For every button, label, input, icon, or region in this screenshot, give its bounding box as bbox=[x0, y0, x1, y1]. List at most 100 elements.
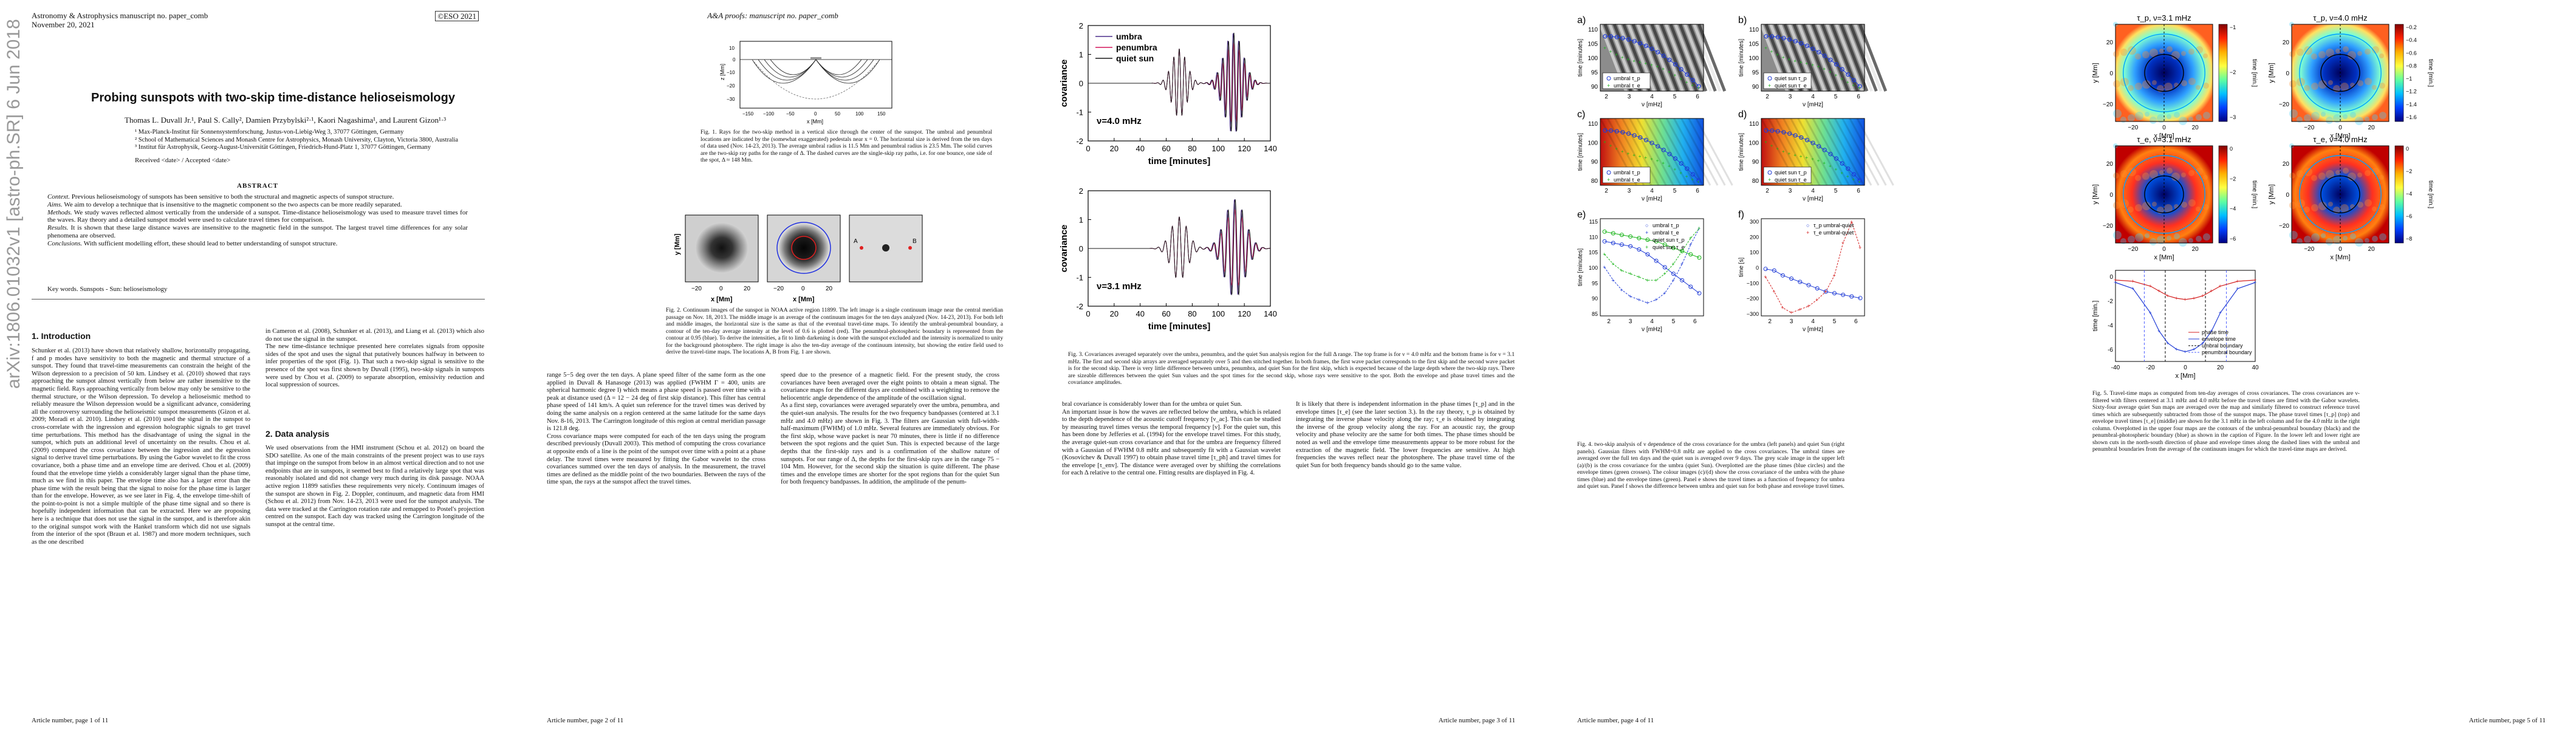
y-tick-label: 90 bbox=[1752, 84, 1759, 91]
legend-entry: umbral τ_e bbox=[1614, 177, 1640, 183]
speckle bbox=[2311, 53, 2317, 60]
speckle bbox=[2142, 173, 2150, 180]
legend-entry: quiet sun τ_p bbox=[1775, 75, 1807, 81]
phase-marker bbox=[1643, 137, 1648, 143]
phase-marker bbox=[1638, 41, 1643, 46]
data-point bbox=[1697, 291, 1702, 296]
envelope-marker: + bbox=[1858, 179, 1861, 185]
envelope-marker: + bbox=[1793, 58, 1797, 64]
x-tick-label: 20 bbox=[2368, 125, 2376, 131]
page2-column-1: range 5−5 deg over the ten days. A plane… bbox=[547, 372, 766, 486]
map-frame bbox=[2291, 24, 2389, 122]
data-point: + bbox=[1603, 264, 1606, 270]
speckle bbox=[2333, 114, 2341, 123]
page-footer: Article number, page 5 of 11 bbox=[2468, 717, 2546, 724]
speckle bbox=[2113, 80, 2120, 87]
phase-marker bbox=[1817, 50, 1821, 55]
speckle bbox=[2188, 78, 2196, 85]
y-tick-label: 100 bbox=[1750, 250, 1759, 256]
map-frame bbox=[2291, 145, 2389, 244]
fringe bbox=[1629, 118, 1667, 186]
speckle bbox=[2150, 49, 2158, 57]
map-title: τ_e, ν=3.1 mHz bbox=[2137, 135, 2191, 144]
series-line-2 bbox=[1088, 32, 1270, 132]
y-tick-label: 100 bbox=[1749, 140, 1759, 146]
envelope-marker: + bbox=[1805, 155, 1808, 160]
fig2-xtick: 20 bbox=[826, 286, 833, 292]
speckle bbox=[2318, 202, 2327, 210]
data-point: + bbox=[1798, 306, 1801, 312]
abstract-heading: ABSTRACT bbox=[237, 182, 278, 190]
fig1-xtick: −150 bbox=[742, 111, 754, 117]
y-tick-label: 0 bbox=[2109, 192, 2113, 199]
fringe bbox=[1797, 24, 1826, 92]
panel-label: e) bbox=[1577, 210, 1586, 220]
fig1-ytick: −20 bbox=[727, 83, 735, 89]
phase-marker bbox=[1656, 50, 1660, 55]
envelope-marker: + bbox=[1770, 143, 1773, 148]
data-point bbox=[1823, 289, 1828, 294]
data-point: + bbox=[1629, 271, 1632, 277]
panel-frame bbox=[1761, 24, 1865, 92]
envelope-marker: + bbox=[1800, 60, 1803, 65]
x-tick-label: 6 bbox=[1696, 188, 1699, 194]
colorbar bbox=[2218, 145, 2228, 244]
envelope-marker: + bbox=[1639, 154, 1642, 159]
fringe bbox=[1651, 118, 1689, 186]
fringe bbox=[1825, 24, 1855, 92]
fringe bbox=[1683, 24, 1712, 92]
envelope-marker: + bbox=[1782, 149, 1785, 154]
affiliation-3: ³ Institut für Astrophysik, Georg-August… bbox=[135, 144, 431, 151]
intro-column-2: in Cameron et al. (2008), Schunker et al… bbox=[265, 328, 484, 389]
legend-entry: τ_e umbral-quiet bbox=[1814, 230, 1854, 236]
data-point bbox=[1611, 231, 1615, 236]
y-tick-label: 1 bbox=[1079, 216, 1083, 225]
y-tick-label: 110 bbox=[1749, 121, 1759, 128]
page2-column-2: speed due to the presence of a magnetic … bbox=[781, 372, 999, 486]
y-tick-label: 0 bbox=[1756, 265, 1759, 271]
phase-marker bbox=[1690, 78, 1695, 83]
phase-marker bbox=[1804, 137, 1809, 143]
speckle bbox=[2350, 204, 2355, 209]
speckle bbox=[2150, 170, 2158, 179]
colorbar-tick: 0 bbox=[2230, 146, 2233, 152]
legend-marker: + bbox=[1607, 83, 1610, 89]
x-tick-label: 3 bbox=[1628, 94, 1631, 100]
envelope-marker: + bbox=[1674, 73, 1677, 78]
phase-marker bbox=[1846, 72, 1851, 77]
fringe bbox=[1783, 118, 1821, 186]
x-axis-label: x [Mm] bbox=[2154, 254, 2174, 261]
envelope-marker: + bbox=[1811, 62, 1814, 67]
legend-entry: τ_p umbral-quiet bbox=[1814, 222, 1854, 228]
fringe bbox=[1636, 118, 1674, 186]
series-line-1 bbox=[1088, 43, 1270, 122]
data-point bbox=[1637, 236, 1642, 241]
colorbar-tick: −2 bbox=[2230, 176, 2236, 182]
page-footer: Article number, page 4 of 11 bbox=[1577, 717, 1654, 724]
series-line bbox=[1604, 228, 1700, 281]
speckle bbox=[2379, 83, 2385, 89]
data-point bbox=[1619, 242, 1624, 247]
x-tick-label: 40 bbox=[2252, 364, 2259, 371]
legend-marker bbox=[1767, 170, 1772, 175]
x-tick-label: 3 bbox=[1789, 188, 1792, 194]
envelope-marker: + bbox=[1817, 64, 1820, 69]
panel-label: a) bbox=[1577, 15, 1586, 26]
envelope-marker: + bbox=[1846, 80, 1849, 85]
speckle bbox=[2304, 85, 2310, 91]
phase-marker bbox=[1799, 135, 1804, 140]
speckle bbox=[2128, 85, 2134, 91]
page-footer: Article number, page 1 of 11 bbox=[32, 717, 109, 724]
speckle bbox=[2164, 83, 2173, 91]
legend-marker bbox=[1606, 76, 1611, 81]
fig2-xtick: −20 bbox=[773, 286, 784, 292]
fringe bbox=[1673, 118, 1711, 186]
speckle bbox=[2311, 112, 2320, 120]
fringe bbox=[1636, 24, 1665, 92]
x-tick-label: 3 bbox=[1789, 94, 1792, 100]
data-point bbox=[1602, 229, 1607, 234]
y-tick-label: 300 bbox=[1750, 219, 1759, 225]
fringe bbox=[1849, 118, 1887, 186]
speckle bbox=[2311, 204, 2318, 211]
x-tick-label: 5 bbox=[1673, 94, 1677, 100]
